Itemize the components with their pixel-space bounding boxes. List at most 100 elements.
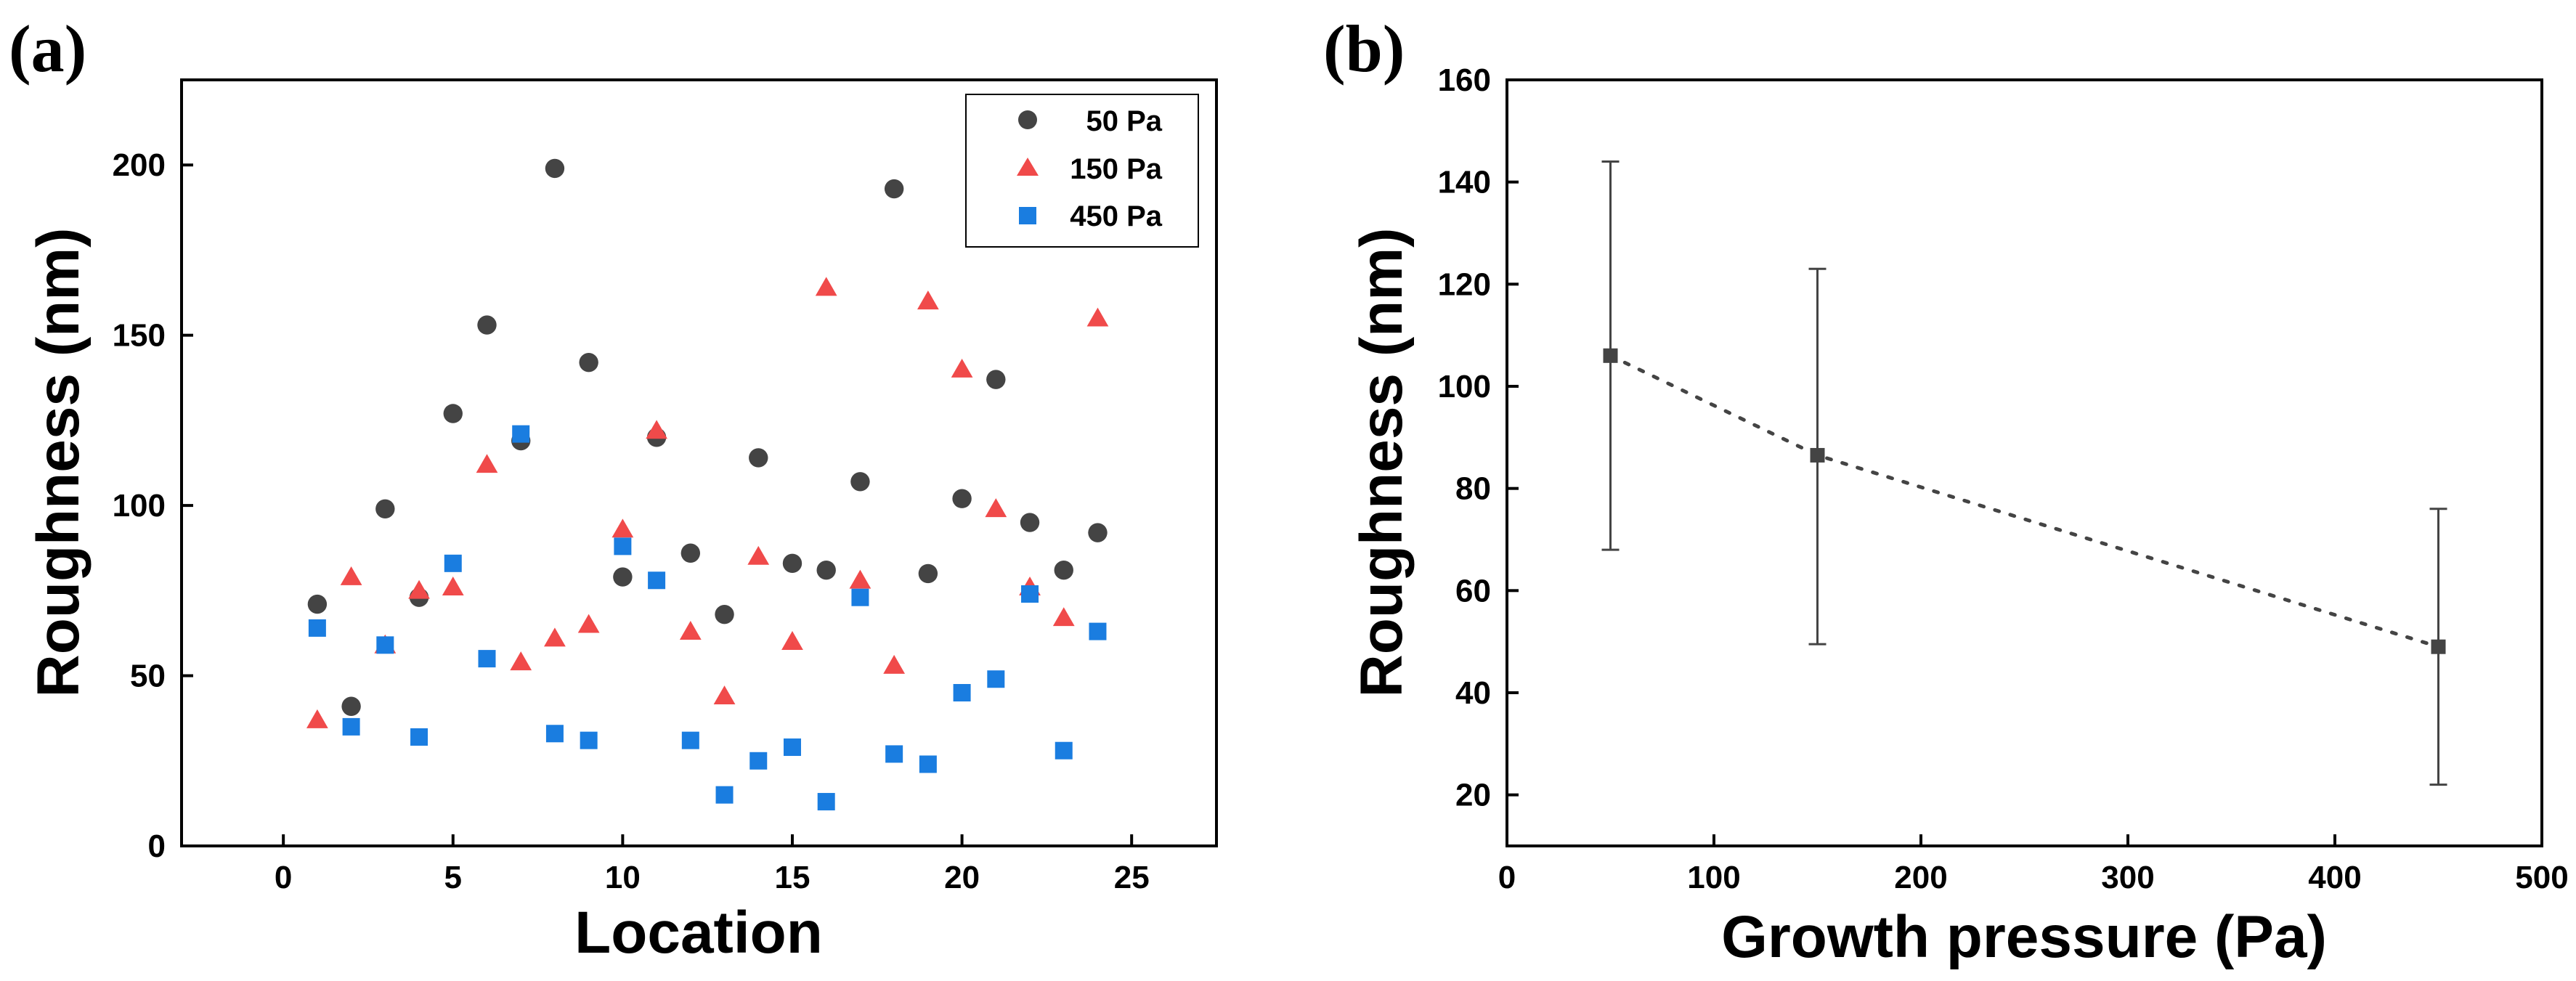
legend-marker-50pa xyxy=(1018,110,1037,129)
data-point-150pa xyxy=(577,614,600,633)
panel-b-x-axis-title: Growth pressure (Pa) xyxy=(1721,904,2327,970)
data-point-50pa xyxy=(613,567,633,587)
panel-b-x-tick-label: 0 xyxy=(1498,860,1516,895)
data-point-150pa xyxy=(781,631,803,651)
data-point-150pa xyxy=(476,454,498,473)
data-point-50pa xyxy=(749,448,768,468)
data-point-50pa xyxy=(850,472,870,492)
data-point-50pa xyxy=(1020,513,1040,532)
panel-a-x-tick-label: 5 xyxy=(444,860,462,895)
data-point-150pa xyxy=(917,290,939,310)
data-point-450pa xyxy=(444,554,462,572)
panel-a-y-tick-label: 100 xyxy=(113,488,166,524)
data-point-450pa xyxy=(953,684,971,701)
data-point-150pa xyxy=(985,498,1007,518)
data-point-150pa xyxy=(1086,307,1109,327)
data-point xyxy=(1810,447,1825,463)
panel-a-x-tick-label: 15 xyxy=(775,860,810,895)
legend-label-50pa: 50 Pa xyxy=(1086,105,1162,137)
panel-a-x-tick-label: 25 xyxy=(1114,860,1150,895)
data-point-450pa xyxy=(580,731,598,749)
data-point-150pa xyxy=(510,651,532,671)
data-point-50pa xyxy=(680,543,701,563)
panel-b-y-tick-label: 100 xyxy=(1438,369,1491,404)
panel-b-y-tick-label: 20 xyxy=(1455,778,1491,813)
data-point-450pa xyxy=(1055,741,1073,760)
panel-b-y-tick-label: 160 xyxy=(1438,62,1491,98)
data-point-450pa xyxy=(614,537,632,555)
panel-b-x-tick-label: 500 xyxy=(2515,860,2568,895)
legend-box xyxy=(965,94,1199,248)
data-point-150pa xyxy=(883,654,906,674)
data-point-150pa xyxy=(747,545,770,565)
panel-a-y-tick-label: 150 xyxy=(113,318,166,354)
data-point-50pa xyxy=(443,404,463,423)
data-point-450pa xyxy=(681,731,699,749)
data-point-50pa xyxy=(545,158,565,179)
data-point-150pa xyxy=(1052,607,1075,627)
data-point-50pa xyxy=(782,553,803,574)
data-point-50pa xyxy=(341,696,361,716)
data-point xyxy=(1603,348,1618,363)
panel-b-data-series xyxy=(1601,160,2447,786)
data-point-50pa xyxy=(816,561,836,580)
data-point-450pa xyxy=(885,745,903,763)
panel-a-y-tick-label: 0 xyxy=(148,829,166,864)
data-point-50pa xyxy=(952,489,972,508)
data-point-150pa xyxy=(544,627,566,647)
panel-b-x-tick-label: 400 xyxy=(2308,860,2361,895)
data-point-450pa xyxy=(478,650,496,668)
panel-b-plot-frame xyxy=(1506,78,2543,847)
panel-b-y-tick-label: 40 xyxy=(1455,675,1491,711)
data-point-450pa xyxy=(851,588,869,606)
data-point-450pa xyxy=(512,425,530,443)
data-point-50pa xyxy=(986,370,1006,389)
panel-b-label: (b) xyxy=(1323,12,1405,86)
panel-a-y-tick-label: 50 xyxy=(130,659,166,694)
data-point-150pa xyxy=(646,420,667,439)
panel-b-x-tick-label: 200 xyxy=(1894,860,1947,895)
data-point-50pa xyxy=(307,594,328,614)
panel-a-plot-frame xyxy=(180,78,1218,847)
data-point-450pa xyxy=(545,725,564,743)
data-point-150pa xyxy=(679,620,702,640)
data-point-150pa xyxy=(849,569,871,589)
panel-a-y-tick-label: 200 xyxy=(113,147,166,183)
data-point-450pa xyxy=(715,786,734,804)
panel-a-x-tick-label: 10 xyxy=(605,860,641,895)
panel-b-y-tick-label: 60 xyxy=(1455,573,1491,608)
legend-label-450pa: 450 Pa xyxy=(1070,200,1163,232)
panel-b-line-chart: (b) 0 100 200 300 400 500 20 40 60 80 100 120 140 160… xyxy=(1323,12,2569,970)
data-point-50pa xyxy=(918,563,938,584)
legend-label-150pa: 150 Pa xyxy=(1070,153,1163,185)
trend-line xyxy=(1609,354,2440,649)
data-point-450pa xyxy=(376,636,394,654)
data-point-450pa xyxy=(987,670,1005,688)
data-point-450pa xyxy=(410,728,428,746)
panel-a-x-tick-label: 0 xyxy=(275,860,292,895)
data-point-450pa xyxy=(817,793,835,811)
data-point-450pa xyxy=(783,738,801,757)
panel-b-y-tick-label: 140 xyxy=(1438,165,1491,200)
panel-a-legend: 50 Pa 150 Pa 450 Pa xyxy=(965,94,1199,248)
data-point-50pa xyxy=(375,499,395,518)
panel-b-y-axis-title: Roughness (nm) xyxy=(1349,228,1415,698)
panel-b-x-tick-label: 100 xyxy=(1687,860,1740,895)
panel-b-axis-ticks: 0 100 200 300 400 500 20 40 60 80 100 120 140 160 xyxy=(1438,62,2569,895)
data-point xyxy=(2431,639,2446,654)
data-point-150pa xyxy=(815,277,837,296)
data-point-150pa xyxy=(612,518,634,538)
panel-a-axis-ticks: 0 5 10 15 20 25 0 50 100 150 200 xyxy=(113,147,1150,895)
panel-a-label: (a) xyxy=(9,12,86,86)
data-point-50pa xyxy=(477,315,497,335)
data-point-150pa xyxy=(713,685,736,705)
panel-b-y-tick-label: 80 xyxy=(1455,471,1491,507)
data-point-50pa xyxy=(1088,523,1108,542)
data-point-450pa xyxy=(342,717,360,736)
data-point-150pa xyxy=(442,577,464,595)
panel-a-x-tick-label: 20 xyxy=(944,860,980,895)
panel-b-x-tick-label: 300 xyxy=(2101,860,2154,895)
data-point-50pa xyxy=(884,179,904,199)
data-point-450pa xyxy=(1089,622,1107,640)
